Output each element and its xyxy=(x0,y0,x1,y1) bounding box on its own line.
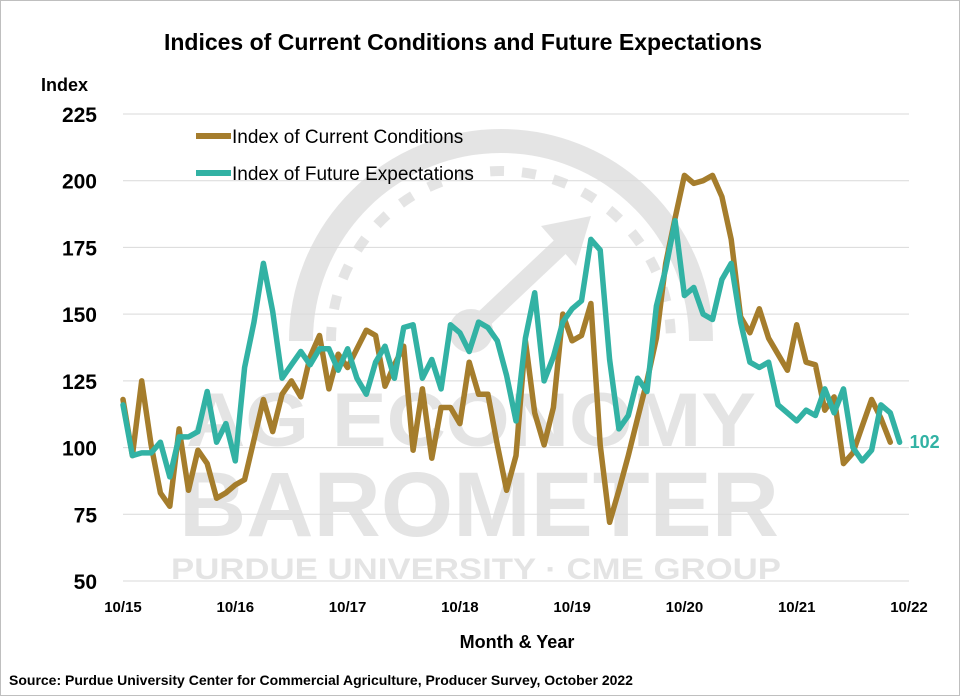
y-tick-label: 150 xyxy=(62,304,97,327)
legend-label-current: Index of Current Conditions xyxy=(232,127,463,148)
x-tick-label: 10/20 xyxy=(666,599,704,616)
chart-title: Indices of Current Conditions and Future… xyxy=(164,29,762,55)
x-tick-label: 10/19 xyxy=(553,599,591,616)
y-tick-label: 50 xyxy=(74,571,97,594)
series-line-future-expectations xyxy=(120,217,903,480)
y-axis-label: Index xyxy=(41,75,88,95)
x-tick-label: 10/22 xyxy=(890,599,928,616)
x-axis-ticks: 10/15 10/16 10/17 10/18 10/19 10/20 10/21 10/22 xyxy=(104,599,928,616)
legend: Index of Current Conditions Index of Fut… xyxy=(196,127,474,185)
y-axis-ticks: 50 75 100 125 150 175 200 225 xyxy=(62,104,97,594)
end-value-label: 102 xyxy=(910,432,940,452)
watermark-line2: BAROMETER xyxy=(179,454,779,556)
y-tick-label: 125 xyxy=(62,371,97,394)
x-tick-label: 10/17 xyxy=(329,599,367,616)
x-tick-label: 10/15 xyxy=(104,599,142,616)
source-note: Source: Purdue University Center for Com… xyxy=(9,672,633,688)
legend-label-future: Index of Future Expectations xyxy=(232,164,474,185)
x-tick-label: 10/16 xyxy=(217,599,255,616)
x-tick-label: 10/21 xyxy=(778,599,816,616)
y-tick-label: 75 xyxy=(74,504,98,527)
y-tick-label: 100 xyxy=(62,438,97,461)
series-line-current-conditions xyxy=(120,172,894,526)
y-tick-label: 200 xyxy=(62,171,97,194)
watermark: AG ECONOMY BAROMETER PURDUE UNIVERSITY ·… xyxy=(171,129,781,586)
y-tick-label: 225 xyxy=(62,104,97,127)
x-axis-label: Month & Year xyxy=(460,632,575,652)
x-tick-label: 10/18 xyxy=(441,599,479,616)
series-lines xyxy=(120,172,903,526)
y-tick-label: 175 xyxy=(62,237,97,260)
